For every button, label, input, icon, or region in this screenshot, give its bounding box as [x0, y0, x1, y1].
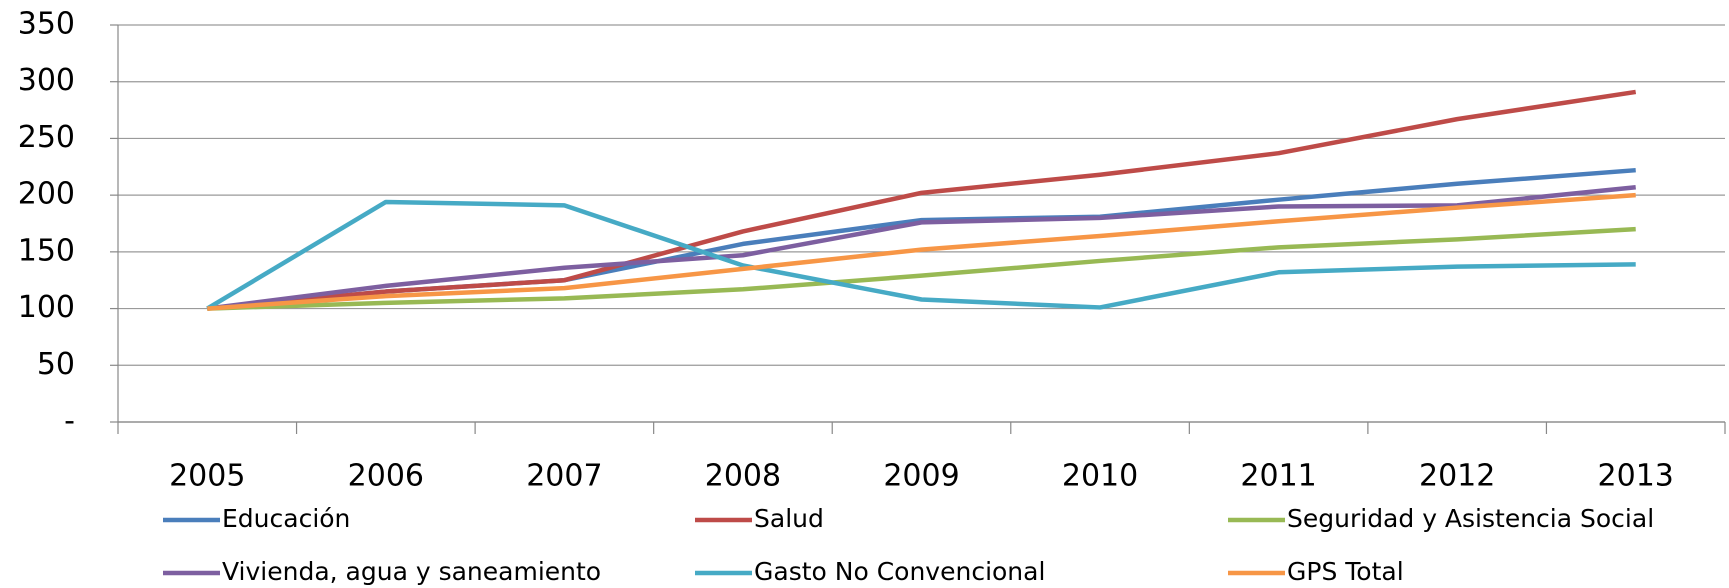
y-tick-label: 350 — [18, 7, 75, 42]
legend-label: Salud — [754, 504, 824, 533]
y-tick-label: 150 — [18, 233, 75, 268]
y-tick-label: 300 — [18, 63, 75, 98]
y-tick-label: 200 — [18, 177, 75, 212]
x-tick-label: 2006 — [348, 459, 424, 494]
series-line — [207, 192, 1636, 311]
x-tick-label: 2011 — [1240, 459, 1316, 494]
x-tick-label: 2009 — [883, 459, 959, 494]
legend-label: Seguridad y Asistencia Social — [1287, 504, 1654, 533]
series-line — [207, 226, 1636, 311]
legend-label: Vivienda, agua y saneamiento — [222, 557, 601, 586]
legend-label: Gasto No Convencional — [754, 557, 1045, 586]
x-tick-label: 2005 — [169, 459, 245, 494]
legend-label: Educación — [222, 504, 350, 533]
legend-label: GPS Total — [1287, 557, 1404, 586]
y-tick-label: 250 — [18, 120, 75, 155]
x-tick-label: 2008 — [705, 459, 781, 494]
series-line — [207, 89, 1637, 311]
series-line — [206, 184, 1636, 311]
y-tick-label: 50 — [37, 347, 75, 382]
y-tick-label: - — [64, 404, 75, 439]
x-tick-label: 2012 — [1419, 459, 1495, 494]
x-tick-label: 2010 — [1062, 459, 1138, 494]
series-line — [206, 199, 1636, 311]
x-tick-label: 2007 — [526, 459, 602, 494]
x-tick-label: 2013 — [1598, 459, 1674, 494]
y-tick-label: 100 — [18, 290, 75, 325]
